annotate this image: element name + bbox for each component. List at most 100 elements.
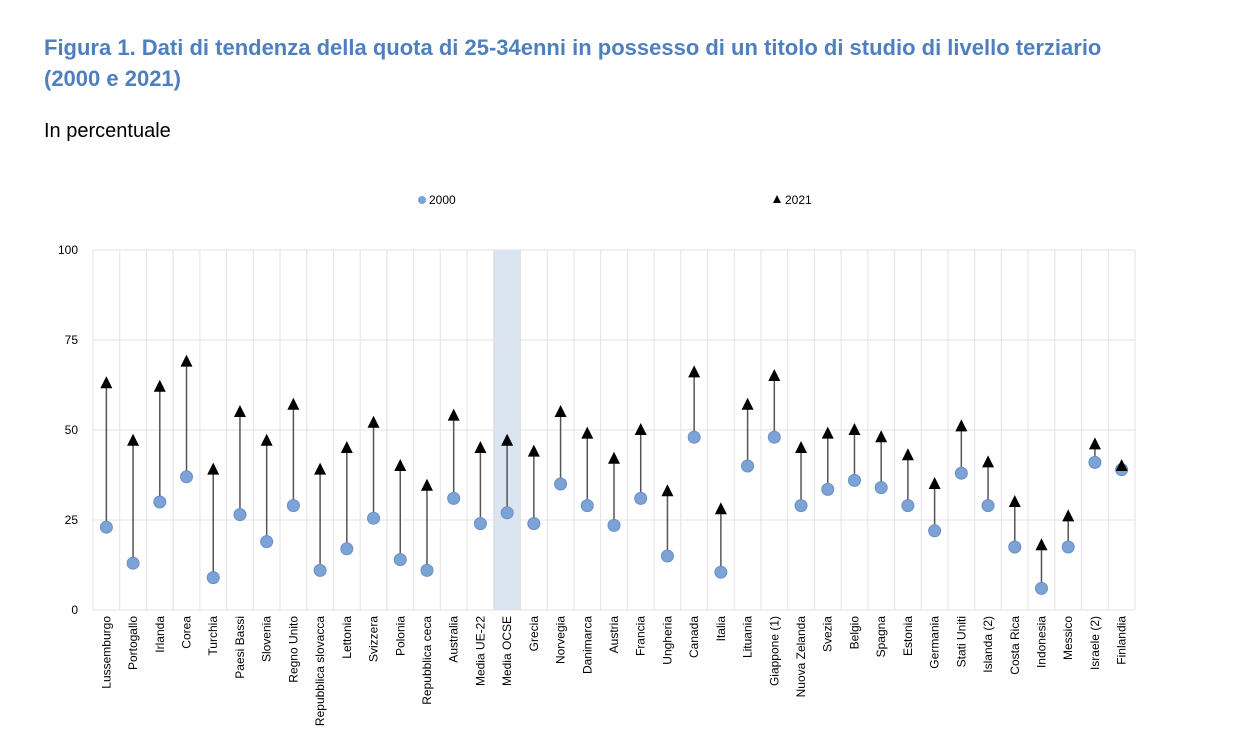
point-2021 [1115,459,1128,471]
x-tick-label: Corea [180,616,194,649]
x-tick-label: Messico [1061,616,1075,660]
point-2000 [1061,540,1075,554]
x-tick-label: Austria [607,616,621,654]
legend-label-2021: 2021 [785,193,812,207]
point-2021 [581,426,594,439]
point-2000 [660,549,674,563]
x-tick-label: Svizzera [367,616,381,662]
point-2021 [955,419,968,432]
x-tick-label: Lituania [741,616,755,658]
point-2021 [340,441,353,453]
point-2021 [661,484,674,497]
x-tick-label: Australia [447,616,461,663]
point-2000 [714,565,728,579]
x-tick-label: Media UE-22 [473,616,487,686]
figure-title: Figura 1. Dati di tendenza della quota d… [44,35,1102,91]
point-2000 [527,517,541,531]
y-tick-label: 75 [65,333,79,347]
point-2021 [848,423,861,435]
point-2021 [287,397,300,410]
x-tick-label: Germania [928,616,942,669]
x-tick-label: Canada [687,616,701,658]
point-2021 [153,379,166,392]
y-tick-label: 25 [65,513,79,527]
x-tick-label: Francia [634,616,648,656]
point-2000 [340,542,354,556]
x-tick-label: Stati Uniti [954,616,968,667]
point-2021 [1008,495,1021,507]
point-2021 [180,354,193,367]
x-tick-label: Svezia [821,616,835,652]
point-2021 [527,444,540,457]
point-2000 [687,430,701,444]
point-2021 [608,451,620,464]
point-2000 [1034,581,1048,595]
x-tick-label: Polonia [393,616,407,656]
point-2021 [394,459,407,471]
point-2021 [420,478,433,491]
point-2021 [741,397,754,410]
x-tick-label: Ungheria [660,616,674,665]
point-2000 [794,499,808,513]
point-2000 [180,470,194,484]
legend-label-2000: 2000 [429,193,456,207]
point-2000 [260,535,274,549]
x-tick-label: Italia [714,616,728,642]
point-2000 [447,491,461,505]
point-2021 [367,415,380,428]
point-2000 [1008,540,1022,554]
point-2021 [127,433,140,446]
point-2000 [126,556,140,570]
point-2021 [928,477,941,489]
point-2000 [954,466,968,480]
legend-marker-2000 [418,196,426,204]
point-2000 [99,520,113,534]
point-2000 [554,477,568,491]
x-tick-label: Spagna [874,616,888,658]
point-2000 [1088,455,1102,469]
legend-marker-2021 [773,195,781,203]
point-2021 [768,369,781,381]
x-tick-label: Turchia [206,616,220,656]
point-2000 [153,495,167,509]
figure-subtitle: In percentuale [44,120,171,142]
x-tick-label: Lettonia [340,616,354,659]
point-2021 [982,455,995,468]
point-2021 [260,433,273,446]
x-tick-label: Estonia [901,616,915,656]
x-tick-label: Norvegia [554,616,568,664]
point-2021 [1088,437,1101,450]
x-tick-label: Islanda (2) [981,616,995,673]
x-tick-label: Finlandia [1115,616,1129,665]
x-tick-label: Danimarca [580,616,594,674]
x-tick-label: Paesi Bassi [233,616,247,679]
point-2000 [500,506,514,520]
x-tick-label: Media OCSE [500,616,514,686]
x-tick-label: Repubblica slovacca [313,616,327,726]
point-2000 [233,508,247,522]
point-2000 [206,571,220,585]
point-2000 [420,563,434,577]
point-2000 [874,481,888,495]
x-tick-label: Portogallo [126,616,140,670]
point-2021 [554,405,567,417]
point-2021 [875,430,888,443]
point-2000 [981,499,995,513]
x-tick-label: Indonesia [1034,616,1048,668]
point-2021 [100,376,113,389]
point-2021 [795,441,808,453]
x-tick-label: Regno Unito [286,616,300,683]
point-2000 [393,553,407,567]
point-2000 [607,518,621,532]
point-2021 [233,405,246,417]
point-2021 [314,462,327,475]
point-2000 [634,491,648,505]
x-tick-label: Giappone (1) [767,616,781,686]
point-2000 [473,517,487,531]
y-tick-label: 100 [58,243,78,257]
x-tick-label: Costa Rica [1008,616,1022,675]
point-2021 [901,448,914,461]
y-tick-label: 50 [65,423,79,437]
point-2021 [447,408,460,421]
